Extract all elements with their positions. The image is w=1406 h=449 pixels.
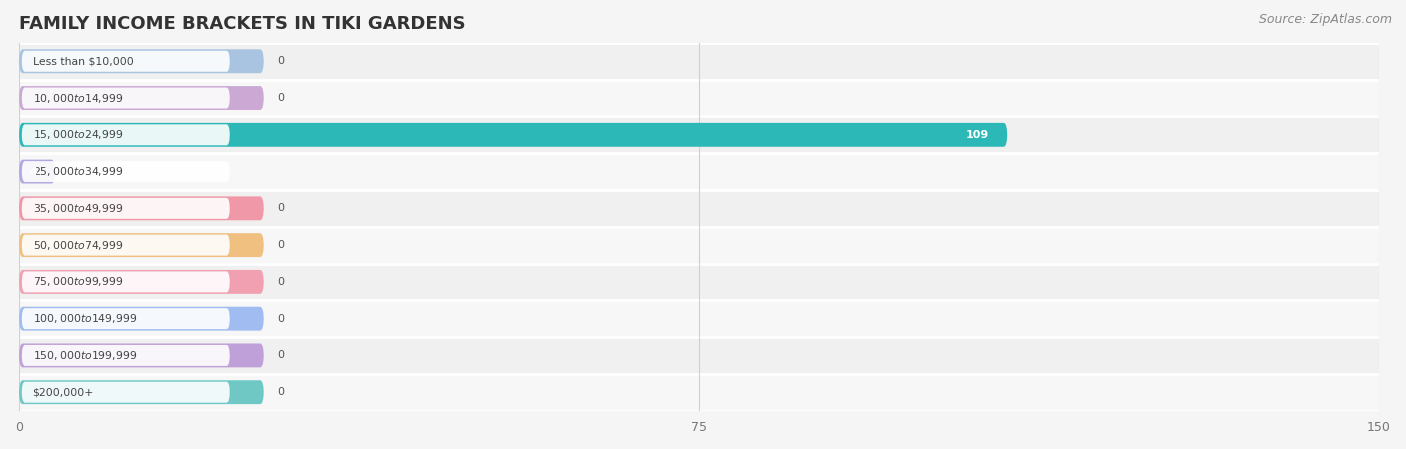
Text: $50,000 to $74,999: $50,000 to $74,999 (32, 238, 122, 251)
Bar (20, 153, 1379, 190)
FancyBboxPatch shape (21, 124, 229, 145)
Bar (20, 374, 1379, 410)
Bar (20, 190, 1379, 227)
Text: $75,000 to $99,999: $75,000 to $99,999 (32, 275, 122, 288)
Bar (20, 337, 1379, 374)
FancyBboxPatch shape (21, 271, 229, 292)
Text: $15,000 to $24,999: $15,000 to $24,999 (32, 128, 122, 141)
FancyBboxPatch shape (21, 51, 229, 72)
Text: $25,000 to $34,999: $25,000 to $34,999 (32, 165, 122, 178)
Text: $100,000 to $149,999: $100,000 to $149,999 (32, 312, 136, 325)
Text: Less than $10,000: Less than $10,000 (32, 56, 134, 66)
FancyBboxPatch shape (20, 123, 1007, 147)
Text: 0: 0 (277, 240, 284, 250)
Text: FAMILY INCOME BRACKETS IN TIKI GARDENS: FAMILY INCOME BRACKETS IN TIKI GARDENS (20, 15, 465, 33)
Text: 4: 4 (30, 167, 37, 176)
FancyBboxPatch shape (20, 49, 264, 73)
FancyBboxPatch shape (21, 88, 229, 109)
FancyBboxPatch shape (20, 343, 264, 367)
Bar (20, 43, 1379, 79)
FancyBboxPatch shape (20, 86, 264, 110)
FancyBboxPatch shape (21, 382, 229, 403)
FancyBboxPatch shape (20, 307, 264, 330)
Text: 0: 0 (277, 387, 284, 397)
Text: $35,000 to $49,999: $35,000 to $49,999 (32, 202, 122, 215)
FancyBboxPatch shape (20, 196, 264, 220)
Text: 0: 0 (277, 277, 284, 287)
Text: $200,000+: $200,000+ (32, 387, 94, 397)
FancyBboxPatch shape (21, 198, 229, 219)
Bar (20, 300, 1379, 337)
Text: Source: ZipAtlas.com: Source: ZipAtlas.com (1258, 13, 1392, 26)
FancyBboxPatch shape (20, 160, 55, 184)
Text: 0: 0 (277, 203, 284, 213)
FancyBboxPatch shape (21, 235, 229, 255)
Text: 109: 109 (966, 130, 990, 140)
FancyBboxPatch shape (20, 233, 264, 257)
Bar (20, 227, 1379, 264)
Bar (20, 116, 1379, 153)
FancyBboxPatch shape (21, 161, 229, 182)
Text: 0: 0 (277, 56, 284, 66)
FancyBboxPatch shape (20, 270, 264, 294)
FancyBboxPatch shape (21, 308, 229, 329)
Text: $150,000 to $199,999: $150,000 to $199,999 (32, 349, 136, 362)
Text: 0: 0 (277, 314, 284, 324)
Text: 0: 0 (277, 350, 284, 361)
Text: 0: 0 (277, 93, 284, 103)
FancyBboxPatch shape (20, 380, 264, 404)
FancyBboxPatch shape (21, 345, 229, 366)
Text: $10,000 to $14,999: $10,000 to $14,999 (32, 92, 122, 105)
Bar (20, 264, 1379, 300)
Bar (20, 79, 1379, 116)
